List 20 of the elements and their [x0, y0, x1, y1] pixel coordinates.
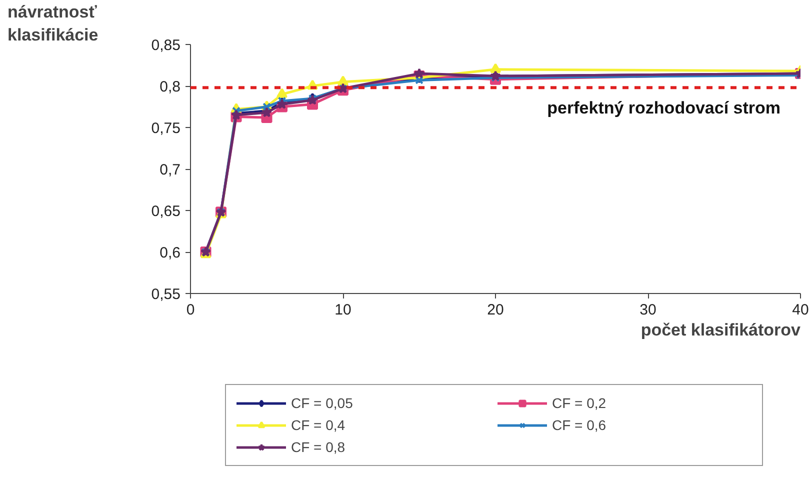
x-tick-label: 20 [487, 302, 504, 318]
x-tick-label: 40 [792, 302, 809, 318]
y-tick-label: 0,8 [160, 78, 181, 96]
y-axis-title: návratnosť klasifikácie [8, 2, 98, 44]
x-tick-label: 30 [640, 302, 656, 318]
legend-label: CF = 0,4 [291, 417, 346, 433]
x-axis-title: počet klasifikátorov [640, 320, 802, 340]
y-tick-label: 0,7 [160, 162, 181, 178]
y-tick-label: 0,6 [160, 244, 181, 262]
legend-label: CF = 0,6 [552, 417, 608, 433]
ref-line-label: perfektný rozhodovací strom [547, 98, 780, 118]
x-tick-label: 10 [334, 302, 352, 318]
legend-label: CF = 0,05 [291, 395, 354, 411]
y-tick-label: 0,75 [151, 120, 181, 137]
y-tick-label: 0,85 [151, 37, 181, 54]
x-tick-label: 0 [186, 302, 195, 318]
y-tick-label: 0,65 [151, 203, 181, 220]
legend-label: CF = 0,8 [291, 439, 346, 455]
y-tick-label: 0,55 [151, 286, 181, 303]
legend-label: CF = 0,2 [552, 395, 608, 411]
